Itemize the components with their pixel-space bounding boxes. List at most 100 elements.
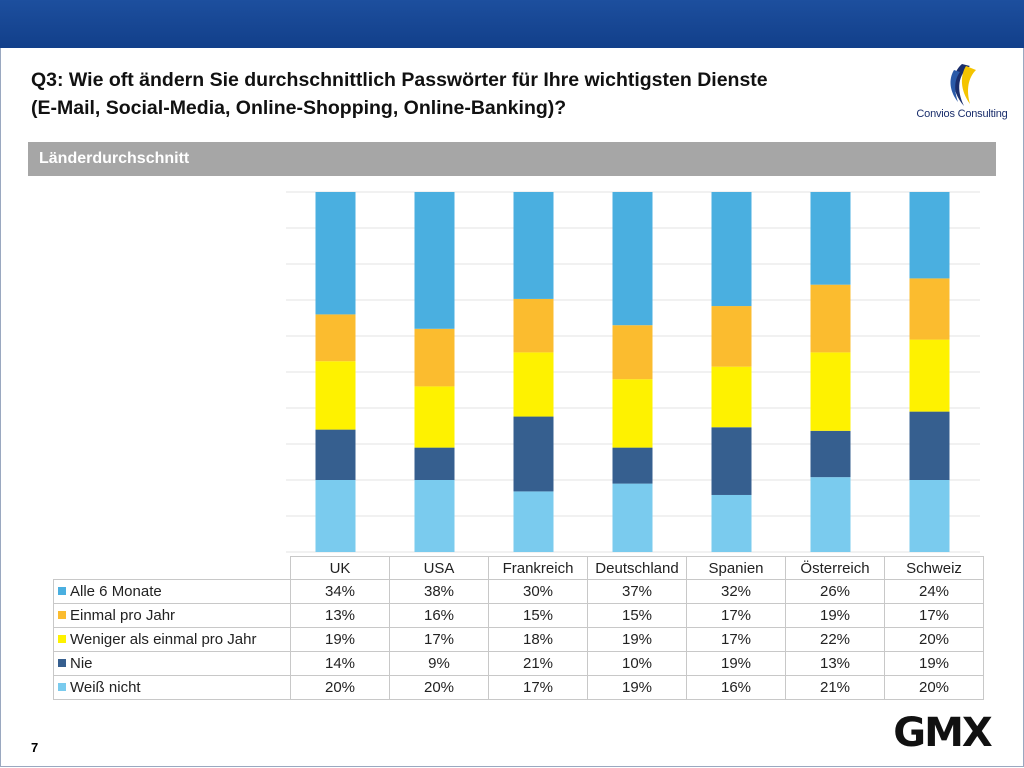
bar-segment <box>414 328 455 387</box>
bar-segment <box>909 411 950 480</box>
data-label: 20% <box>290 675 390 700</box>
bar-segment <box>315 314 356 362</box>
data-label: 9% <box>389 651 489 676</box>
data-label: 20% <box>884 627 984 652</box>
bar-segment <box>414 480 455 552</box>
bar-segment <box>810 477 851 552</box>
bar-segment <box>513 416 554 492</box>
bar-segment <box>810 352 851 431</box>
data-label: 19% <box>587 675 687 700</box>
data-label: 32% <box>686 579 786 604</box>
bar-segment <box>315 429 356 480</box>
legend-entry: Nie <box>53 651 291 676</box>
table-row: Nie 14% 9% 21% 10% 19% 13% 19% <box>53 651 984 676</box>
legend-swatch <box>58 635 66 643</box>
legend-entry: Weniger als einmal pro Jahr <box>53 627 291 652</box>
bar-segment <box>414 386 455 448</box>
data-label: 17% <box>686 603 786 628</box>
category-label: Österreich <box>785 556 885 580</box>
bar-segment <box>513 298 554 353</box>
legend-entry: Alle 6 Monate <box>53 579 291 604</box>
data-label: 18% <box>488 627 588 652</box>
bar-segment <box>909 278 950 340</box>
data-label: 15% <box>587 603 687 628</box>
top-banner <box>0 0 1024 48</box>
data-label: 37% <box>587 579 687 604</box>
bar-segment <box>315 480 356 552</box>
table-corner <box>54 557 291 580</box>
table-header-row: UK USA Frankreich Deutschland Spanien Österre… <box>54 556 984 580</box>
bar-segment <box>711 494 752 552</box>
legend-swatch <box>58 587 66 595</box>
bar-segment <box>909 480 950 552</box>
data-label: 19% <box>587 627 687 652</box>
data-label: 19% <box>884 651 984 676</box>
category-label: Schweiz <box>884 556 984 580</box>
bar-segment <box>612 192 653 326</box>
bar-segment <box>810 192 851 285</box>
data-label: 22% <box>785 627 885 652</box>
data-label: 15% <box>488 603 588 628</box>
bar-segment <box>909 339 950 412</box>
category-label: Spanien <box>686 556 786 580</box>
stacked-bar-chart <box>286 191 980 553</box>
data-label: 16% <box>686 675 786 700</box>
data-label: 20% <box>389 675 489 700</box>
bar-segment <box>711 366 752 428</box>
data-label: 24% <box>884 579 984 604</box>
data-label: 17% <box>686 627 786 652</box>
data-label: 21% <box>785 675 885 700</box>
data-label: 13% <box>785 651 885 676</box>
bar-segment <box>612 379 653 448</box>
page-number: 7 <box>31 740 39 755</box>
data-label: 30% <box>488 579 588 604</box>
bar-segment <box>612 483 653 552</box>
data-label: 19% <box>785 603 885 628</box>
data-label: 16% <box>389 603 489 628</box>
data-label: 38% <box>389 579 489 604</box>
bar-segment <box>315 361 356 430</box>
data-label: 17% <box>488 675 588 700</box>
bar-segment <box>513 491 554 552</box>
bar-segment <box>414 447 455 480</box>
table-row: Weniger als einmal pro Jahr 19% 17% 18% 19% 1… <box>53 627 984 652</box>
data-label: 14% <box>290 651 390 676</box>
gmx-logo: GMX <box>893 710 995 754</box>
legend-swatch <box>58 611 66 619</box>
data-label: 21% <box>488 651 588 676</box>
gmx-logo-text: GMX <box>893 710 993 754</box>
legend-swatch <box>58 659 66 667</box>
table-row: Einmal pro Jahr 13% 16% 15% 15% 17% 19% 17% <box>53 603 984 628</box>
section-header: Länderdurchschnitt <box>28 142 996 176</box>
data-label: 10% <box>587 651 687 676</box>
chart-data-table: UK USA Frankreich Deutschland Spanien Österre… <box>53 556 984 700</box>
data-label: 19% <box>290 627 390 652</box>
legend-label: Weniger als einmal pro Jahr <box>70 631 257 648</box>
page-title: Q3: Wie oft ändern Sie durchschnittlich … <box>31 66 901 122</box>
bar-segment <box>711 306 752 367</box>
legend-entry: Weiß nicht <box>53 675 291 700</box>
data-label: 26% <box>785 579 885 604</box>
category-label: USA <box>389 556 489 580</box>
table-row: Alle 6 Monate 34% 38% 30% 37% 32% 26% 24% <box>53 579 984 604</box>
bar-segment <box>612 325 653 380</box>
data-label: 20% <box>884 675 984 700</box>
data-label: 17% <box>389 627 489 652</box>
bar-segment <box>711 427 752 495</box>
title-line-2: (E-Mail, Social-Media, Online-Shopping, … <box>31 97 567 119</box>
data-label: 19% <box>686 651 786 676</box>
bar-segment <box>315 192 356 315</box>
bar-segment <box>513 192 554 299</box>
legend-label: Weiß nicht <box>70 679 141 696</box>
category-label: Frankreich <box>488 556 588 580</box>
legend-label: Nie <box>70 655 93 672</box>
title-line-1: Q3: Wie oft ändern Sie durchschnittlich … <box>31 69 768 91</box>
bar-segment <box>612 447 653 484</box>
legend-label: Einmal pro Jahr <box>70 607 176 624</box>
legend-swatch <box>58 683 66 691</box>
convios-logo: Convios Consulting <box>912 62 1012 124</box>
bar-segment <box>414 192 455 329</box>
legend-label: Alle 6 Monate <box>70 583 162 600</box>
section-label: Länderdurchschnitt <box>39 150 190 167</box>
data-label: 34% <box>290 579 390 604</box>
